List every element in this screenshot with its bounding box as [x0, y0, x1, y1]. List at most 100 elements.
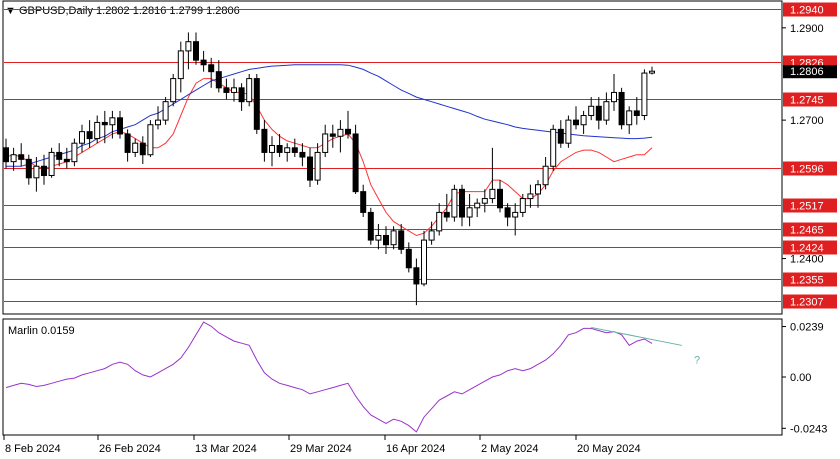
- candle-body-up: [474, 202, 481, 209]
- candle-body-up: [79, 131, 85, 144]
- candle-body-down: [299, 151, 306, 158]
- candle-body-down: [307, 156, 313, 181]
- red-moving-average: [5, 78, 653, 237]
- candle-body-up: [535, 184, 541, 195]
- marlin-tick-label: 0.0239: [790, 322, 824, 334]
- candle-body-up: [246, 78, 253, 103]
- level-label-bg: [783, 2, 837, 17]
- candle: [603, 92, 610, 125]
- candle-body-up: [451, 188, 458, 218]
- candle: [276, 133, 283, 158]
- candle-body-down: [238, 87, 245, 103]
- candle: [3, 138, 9, 169]
- candle-body-down: [261, 128, 268, 153]
- candle-body-up: [314, 151, 321, 181]
- candle: [261, 120, 268, 162]
- candle-body-down: [18, 154, 25, 160]
- marlin-pane-frame: [2, 318, 783, 436]
- level-label-bg: [783, 161, 837, 176]
- candle-body-up: [10, 154, 17, 163]
- candle-body-down: [117, 117, 123, 135]
- candle-body-up: [33, 165, 40, 179]
- candle-body-down: [291, 147, 298, 153]
- candle-body-up: [436, 211, 443, 232]
- candle-body-up: [626, 110, 633, 126]
- candle-body-down: [459, 188, 465, 218]
- candle: [79, 124, 85, 153]
- candle: [155, 106, 161, 130]
- candle: [223, 78, 230, 100]
- price-axis: 1.29401.28261.27451.25961.25171.24651.24…: [782, 2, 837, 309]
- candle: [246, 73, 253, 107]
- marlin-pane: Marlin 0.0159 ? 0.0239 0.00 -0.0243: [2, 318, 827, 436]
- candle-body-up: [71, 142, 78, 163]
- marlin-tick-label: -0.0243: [790, 423, 827, 435]
- candle-body-up: [375, 234, 382, 241]
- candle: [519, 193, 526, 218]
- candle-body-down: [41, 165, 47, 176]
- candle: [284, 143, 291, 162]
- candle: [314, 143, 321, 185]
- divergence-line: [591, 326, 683, 346]
- candle: [139, 136, 146, 164]
- current-price-label: 1.2806: [790, 66, 824, 78]
- candle-body-down: [633, 110, 640, 117]
- symbol-title: GBPUSD,Daily 1.2802 1.2816 1.2799 1.2806: [19, 5, 240, 17]
- candle: [25, 154, 32, 185]
- time-tick-label: 26 Feb 2024: [99, 443, 161, 455]
- candle: [481, 189, 488, 213]
- candle: [231, 78, 237, 102]
- candle: [208, 57, 215, 88]
- ma-layer: [5, 64, 653, 237]
- candle: [41, 154, 47, 185]
- candle-body-up: [155, 119, 161, 126]
- candle-body-down: [86, 131, 93, 140]
- candle: [535, 180, 541, 208]
- levels-layer: [4, 9, 781, 302]
- candle: [18, 143, 25, 167]
- candle: [132, 138, 139, 158]
- candle-body-down: [124, 133, 131, 153]
- candle: [398, 223, 405, 254]
- time-tick-label: 29 Mar 2024: [290, 443, 352, 455]
- candle: [527, 184, 534, 208]
- candle: [641, 69, 648, 121]
- candle-body-down: [63, 158, 70, 163]
- candle: [611, 73, 617, 111]
- candle-body-up: [132, 142, 139, 153]
- candle: [299, 143, 306, 167]
- candle: [542, 157, 549, 190]
- candle-body-up: [466, 207, 473, 218]
- candle-body-down: [497, 188, 503, 209]
- candle: [162, 97, 169, 125]
- candle: [383, 226, 389, 254]
- candle: [63, 147, 70, 169]
- candle-body-up: [649, 70, 655, 74]
- candle: [109, 110, 116, 139]
- candle-body-up: [94, 121, 101, 140]
- candle: [421, 230, 427, 287]
- level-label: 1.2307: [790, 297, 824, 309]
- candle: [238, 83, 245, 111]
- candle: [451, 184, 458, 222]
- candle-body-up: [641, 72, 648, 117]
- candle-body-up: [337, 128, 344, 137]
- candle: [573, 106, 579, 130]
- candle: [360, 184, 367, 218]
- candle-body-down: [443, 211, 450, 218]
- marlin-label: Marlin 0.0159: [8, 325, 75, 337]
- candle-body-up: [231, 87, 237, 93]
- candle-body-up: [390, 230, 397, 246]
- candle-body-up: [421, 239, 427, 285]
- marlin-layer: ?: [5, 321, 700, 433]
- candle-body-down: [208, 64, 215, 73]
- candle: [618, 87, 625, 130]
- candle-body-up: [512, 211, 519, 218]
- candle-body-up: [603, 101, 610, 121]
- candle: [177, 41, 184, 93]
- candle: [71, 138, 78, 167]
- marlin-tick-label: 0.00: [790, 372, 811, 384]
- candle-body-down: [557, 128, 564, 144]
- level-label: 1.2424: [790, 243, 824, 255]
- candle: [512, 203, 519, 236]
